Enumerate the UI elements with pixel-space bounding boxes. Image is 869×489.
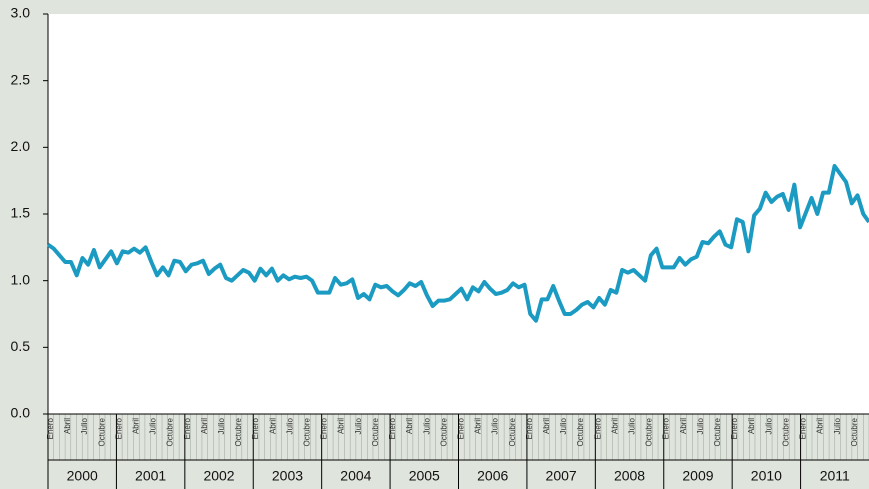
x-tick-label: Enero <box>799 417 808 439</box>
year-label: 2004 <box>340 468 371 484</box>
x-tick-label: Octubre <box>303 417 312 446</box>
x-tick-label: Octubre <box>713 417 722 446</box>
year-label: 2000 <box>67 468 98 484</box>
year-label: 2001 <box>135 468 166 484</box>
y-tick-label: 1.5 <box>11 205 31 221</box>
data-line <box>46 164 869 323</box>
x-tick-label: Julio <box>422 417 431 434</box>
x-tick-label: Enero <box>320 417 329 439</box>
x-tick-label: Abril <box>474 418 483 434</box>
x-tick-label: Abril <box>200 418 209 434</box>
x-tick-label: Enero <box>662 417 671 439</box>
x-tick-label: Abril <box>268 418 277 434</box>
x-tick-label: Enero <box>525 417 534 439</box>
x-tick-label: Octubre <box>781 417 790 446</box>
x-tick-label: Abril <box>747 418 756 434</box>
x-tick-label: Julio <box>696 417 705 434</box>
x-tick-label: Enero <box>456 417 465 439</box>
year-label: 2009 <box>682 468 713 484</box>
x-tick-label: Julio <box>149 417 158 434</box>
x-tick-label: Julio <box>628 417 637 434</box>
x-tick-label: Abril <box>131 418 140 434</box>
x-tick-label: Julio <box>285 417 294 434</box>
x-tick-label: Octubre <box>97 417 106 446</box>
y-tick-label: 1.0 <box>11 271 31 287</box>
x-tick-label: Abril <box>816 418 825 434</box>
year-label: 2005 <box>409 468 440 484</box>
year-label: 2010 <box>751 468 782 484</box>
x-tick-label: Octubre <box>508 417 517 446</box>
y-tick-label: 0.0 <box>11 405 31 421</box>
x-tick-label: Enero <box>730 417 739 439</box>
year-label: 2002 <box>203 468 234 484</box>
year-label: 2008 <box>614 468 645 484</box>
x-tick-label: Julio <box>559 417 568 434</box>
y-tick-label: 0.5 <box>11 338 31 354</box>
x-tick-label: Octubre <box>439 417 448 446</box>
x-tick-label: Enero <box>114 417 123 439</box>
x-tick-label: Julio <box>491 417 500 434</box>
y-tick-label: 2.5 <box>11 71 31 87</box>
x-tick-label: Julio <box>217 417 226 434</box>
x-tick-label: Julio <box>354 417 363 434</box>
x-tick-label: Octubre <box>166 417 175 446</box>
x-tick-label: Abril <box>610 418 619 434</box>
plot-area <box>48 14 869 414</box>
x-tick-label: Abril <box>679 418 688 434</box>
year-label: 2011 <box>820 468 850 484</box>
x-tick-label: Octubre <box>645 417 654 446</box>
x-tick-label: Enero <box>251 417 260 439</box>
x-tick-label: Abril <box>337 418 346 434</box>
x-tick-label: Julio <box>80 417 89 434</box>
x-tick-label: Julio <box>764 417 773 434</box>
x-tick-label: Enero <box>593 417 602 439</box>
y-tick-label: 2.0 <box>11 138 31 154</box>
year-label: 2003 <box>272 468 303 484</box>
x-tick-label: Enero <box>388 417 397 439</box>
x-tick-label: Octubre <box>234 417 243 446</box>
x-tick-label: Abril <box>63 418 72 434</box>
x-tick-label: Enero <box>46 417 55 439</box>
x-tick-label: Octubre <box>850 417 859 446</box>
x-tick-label: Abril <box>542 418 551 434</box>
x-tick-label: Julio <box>833 417 842 434</box>
year-label: 2007 <box>546 468 577 484</box>
year-label: 2006 <box>477 468 508 484</box>
x-tick-label: Enero <box>183 417 192 439</box>
x-tick-label: Octubre <box>576 417 585 446</box>
y-tick-label: 3.0 <box>11 5 31 21</box>
x-tick-label: Octubre <box>371 417 380 446</box>
x-tick-label: Abril <box>405 418 414 434</box>
